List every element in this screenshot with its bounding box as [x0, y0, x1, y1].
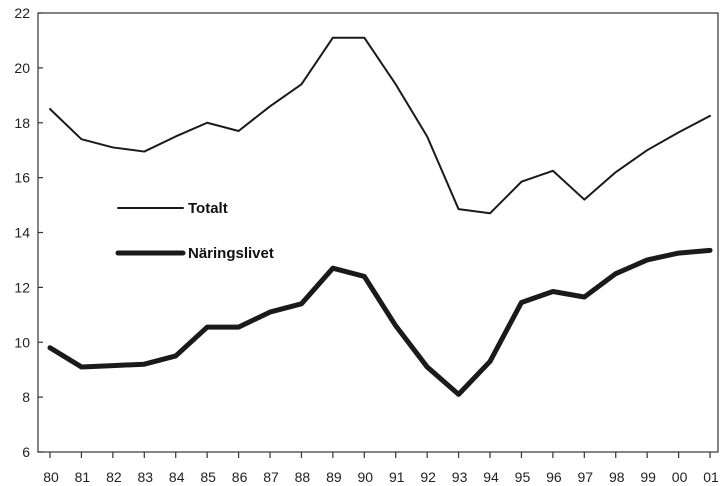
axes: [37, 12, 719, 458]
x-tick-label: 89: [326, 469, 342, 485]
x-tick-label: 81: [75, 469, 91, 485]
x-tick-label: 83: [138, 469, 154, 485]
x-tick-label: 82: [106, 469, 122, 485]
legend-label-naringslivet: Näringslivet: [188, 245, 274, 262]
x-tick-label: 86: [232, 469, 248, 485]
x-tick-label: 01: [703, 469, 719, 485]
x-tick-label: 96: [546, 469, 562, 485]
y-axis-tick-labels: 6 8 10 12 14 16 18 20 22: [14, 5, 30, 460]
plot-frame: [37, 12, 719, 453]
x-tick-label: 99: [640, 469, 656, 485]
y-tick-label: 10: [14, 334, 30, 350]
x-tick-label: 94: [483, 469, 499, 485]
series-line-naringslivet: [47, 247, 713, 397]
x-tick-label: 97: [578, 469, 594, 485]
x-tick-label: 98: [609, 469, 625, 485]
y-tick-label: 16: [14, 170, 30, 186]
x-tick-label: 93: [452, 469, 468, 485]
x-tick-label: 91: [389, 469, 405, 485]
y-tick-label: 18: [14, 115, 30, 131]
x-tick-label: 87: [263, 469, 279, 485]
x-tick-label: 92: [420, 469, 436, 485]
y-tick-label: 20: [14, 60, 30, 76]
series-line-totalt: [49, 36, 712, 215]
x-tick-label: 88: [295, 469, 311, 485]
legend: Totalt Näringslivet: [115, 200, 274, 262]
x-tick-label: 84: [169, 469, 185, 485]
series-lines: [47, 36, 713, 397]
x-tick-label: 85: [200, 469, 216, 485]
x-tick-label: 95: [515, 469, 531, 485]
x-tick-label: 00: [672, 469, 688, 485]
y-tick-label: 6: [22, 444, 30, 460]
y-tick-label: 22: [14, 5, 30, 21]
legend-label-totalt: Totalt: [188, 200, 228, 217]
y-tick-label: 12: [14, 279, 30, 295]
x-axis-tick-labels: 80 81 82 83 84 85 86 87 88 89 90 91 92 93 94 95 96 97 98 99…: [43, 469, 719, 485]
x-tick-label: 90: [358, 469, 374, 485]
y-tick-label: 14: [14, 225, 30, 241]
y-tick-label: 8: [22, 389, 30, 405]
x-tick-label: 80: [43, 469, 59, 485]
